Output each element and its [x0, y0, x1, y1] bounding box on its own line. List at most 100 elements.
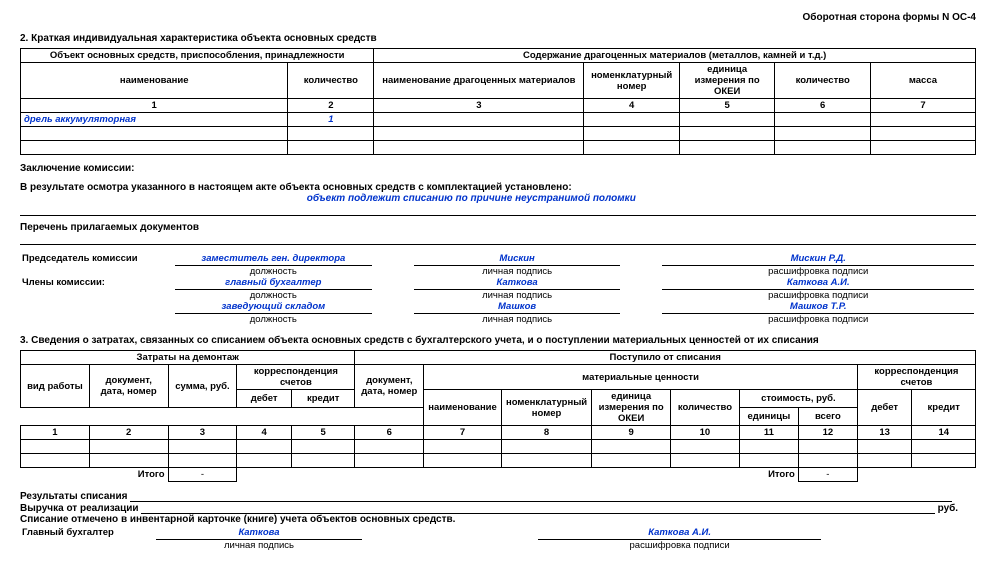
- t2-cell: [870, 113, 975, 127]
- t3-n: 12: [798, 426, 857, 440]
- t2-c7: масса: [870, 63, 975, 99]
- t2-row1-name: дрель аккумуляторная: [21, 113, 288, 127]
- t2-n1: 1: [21, 99, 288, 113]
- gb-sig: Каткова: [156, 527, 362, 540]
- t3-n: 14: [912, 426, 976, 440]
- note-label: Списание отмечено в инвентарной карточке…: [20, 514, 976, 525]
- cap-dec: расшифровка подписи: [660, 266, 976, 277]
- m2-sig: Машков: [414, 301, 620, 314]
- t2-c5: единица измерения по ОКЕИ: [679, 63, 775, 99]
- t2-n4: 4: [584, 99, 680, 113]
- m2-pos: заведующий складом: [175, 301, 372, 314]
- t3-nom: номенклатурный номер: [501, 390, 592, 426]
- t2-cell: [584, 113, 680, 127]
- cap-pos: должность: [173, 290, 374, 301]
- underline: [130, 490, 952, 502]
- t2-c1: наименование: [21, 63, 288, 99]
- t3-naim: наименование: [424, 390, 502, 426]
- vyr-label: Выручка от реализации: [20, 503, 139, 514]
- t3-stoim: стоимость, руб.: [739, 390, 857, 408]
- t2-c3: наименование драгоценных материалов: [374, 63, 584, 99]
- t2-cell: [374, 113, 584, 127]
- cap-dec: расшифровка подписи: [660, 290, 976, 301]
- t3-kred: кредит: [291, 390, 354, 408]
- m1-dec: Каткова А.И.: [662, 277, 974, 290]
- t3-n: 5: [291, 426, 354, 440]
- section2-title: 2. Краткая индивидуальная характеристика…: [20, 33, 976, 44]
- chair-sig: Мискин: [414, 253, 620, 266]
- cap-sig: личная подпись: [412, 266, 622, 277]
- t3-kol: количество: [671, 390, 740, 426]
- cap-sig: личная подпись: [412, 314, 622, 325]
- t3-ed: единица измерения по ОКЕИ: [592, 390, 671, 426]
- t2-group-left: Объект основных средств, приспособления,…: [21, 49, 374, 63]
- underline: [141, 502, 934, 514]
- underline: [20, 233, 976, 245]
- cap-dec: расшифровка подписи: [536, 540, 823, 551]
- t2-cell: [775, 113, 871, 127]
- conclusion-line2: объект подлежит списанию по причине неус…: [307, 193, 636, 204]
- conclusion-line1: В результате осмотра указанного в настоя…: [20, 182, 572, 193]
- t2-n3: 3: [374, 99, 584, 113]
- attach-label: Перечень прилагаемых документов: [20, 222, 976, 233]
- t3-doc: документ, дата, номер: [89, 365, 168, 408]
- form-note: Оборотная сторона формы N ОС-4: [20, 12, 976, 23]
- t3-n: 3: [168, 426, 237, 440]
- cap-sig: личная подпись: [154, 540, 364, 551]
- t3-n: 7: [424, 426, 502, 440]
- m1-sig: Каткова: [414, 277, 620, 290]
- t3-edin: единицы: [739, 408, 798, 426]
- t2-c4: номенклатурный номер: [584, 63, 680, 99]
- t3-kred2: кредит: [912, 390, 976, 426]
- t3-deb2: дебет: [857, 390, 912, 426]
- t3-n: 4: [237, 426, 292, 440]
- t3-gL: Затраты на демонтаж: [21, 351, 355, 365]
- table-section2: Объект основных средств, приспособления,…: [20, 48, 976, 155]
- t2-cell: [679, 113, 775, 127]
- t3-n: 6: [355, 426, 424, 440]
- t3-itogo-r: Итого: [355, 468, 798, 482]
- t3-vid: вид работы: [21, 365, 90, 408]
- gb-dec: Каткова А.И.: [538, 527, 821, 540]
- res-label: Результаты списания: [20, 491, 127, 502]
- t2-row1-qty: 1: [288, 113, 374, 127]
- t3-vsego: всего: [798, 408, 857, 426]
- underline: [20, 204, 976, 216]
- signatures: Председатель комиссии заместитель ген. д…: [20, 253, 976, 325]
- t2-group-right: Содержание драгоценных материалов (метал…: [374, 49, 976, 63]
- m1-pos: главный бухгалтер: [175, 277, 372, 290]
- t3-dash: -: [168, 468, 237, 482]
- t3-sum: сумма, руб.: [168, 365, 237, 408]
- t3-n: 10: [671, 426, 740, 440]
- gb-label: Главный бухгалтер: [20, 527, 154, 540]
- members-label: Члены комиссии:: [20, 277, 173, 290]
- t3-korr2: корреспонденция счетов: [857, 365, 975, 390]
- cap-sig: личная подпись: [412, 290, 622, 301]
- cap-dec: расшифровка подписи: [660, 314, 976, 325]
- gb-sign: Главный бухгалтер Каткова Каткова А.И. л…: [20, 527, 976, 551]
- t2-n7: 7: [870, 99, 975, 113]
- t3-doc2: документ, дата, номер: [355, 365, 424, 408]
- t2-c6: количество: [775, 63, 871, 99]
- t3-itogo-l: Итого: [21, 468, 169, 482]
- t2-n2: 2: [288, 99, 374, 113]
- t3-mat: материальные ценности: [424, 365, 858, 390]
- cap-pos: должность: [173, 266, 374, 277]
- t3-deb: дебет: [237, 390, 292, 408]
- rub-label: руб.: [938, 503, 959, 514]
- t3-n: 9: [592, 426, 671, 440]
- table-section3: Затраты на демонтаж Поступило от списани…: [20, 350, 976, 482]
- t3-n: 2: [89, 426, 168, 440]
- chair-pos: заместитель ген. директора: [175, 253, 372, 266]
- t2-c2: количество: [288, 63, 374, 99]
- t3-dash2: -: [798, 468, 857, 482]
- t3-korr: корреспонденция счетов: [237, 365, 355, 390]
- t3-n: 11: [739, 426, 798, 440]
- t3-n: 8: [501, 426, 592, 440]
- m2-dec: Машков Т.Р.: [662, 301, 974, 314]
- chair-dec: Мискин Р.Д.: [662, 253, 974, 266]
- t2-n5: 5: [679, 99, 775, 113]
- t3-n: 13: [857, 426, 912, 440]
- conclusion-label: Заключение комиссии:: [20, 163, 976, 174]
- section3-title: 3. Сведения о затратах, связанных со спи…: [20, 335, 976, 346]
